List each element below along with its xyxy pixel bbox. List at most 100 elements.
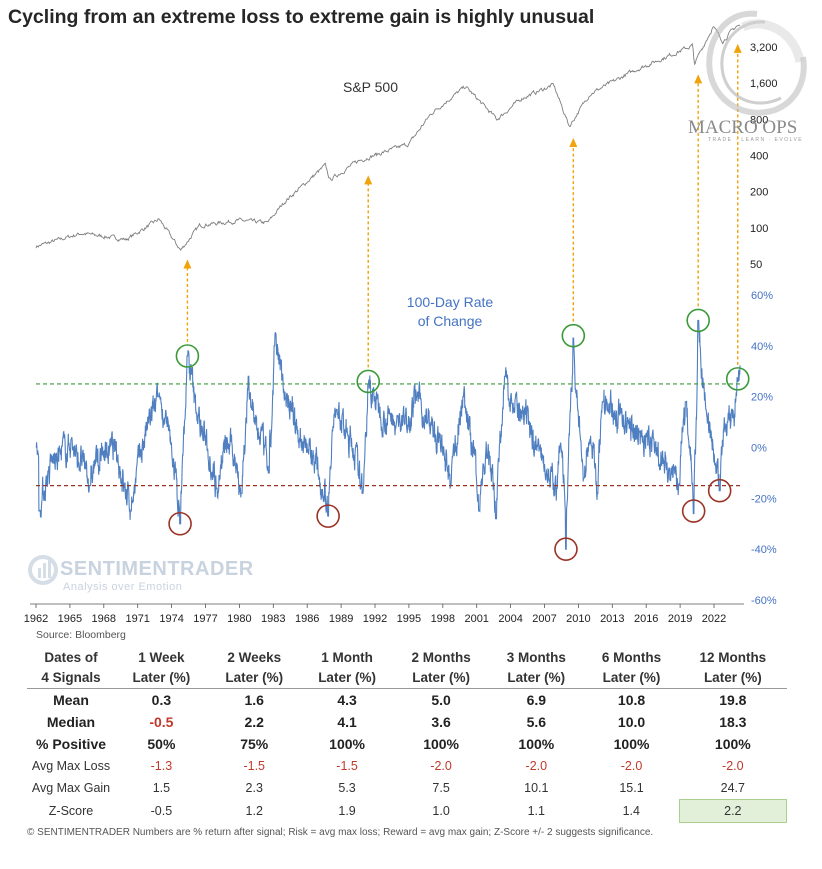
roc-y-tick-label: 0% [751, 443, 767, 455]
x-tick-label: 1989 [329, 613, 353, 625]
table-cell: 100% [423, 736, 459, 752]
x-tick-label: 2019 [668, 613, 692, 625]
table-cell: -1.3 [150, 759, 173, 773]
footer-note: © SENTIMENTRADER Numbers are % return af… [27, 827, 654, 838]
x-tick-label: 1971 [125, 613, 149, 625]
x-tick-label: 1998 [431, 613, 455, 625]
spx-y-tick-label: 1,600 [750, 78, 778, 90]
x-tick-label: 1977 [193, 613, 217, 625]
table-cell: 19.8 [719, 692, 747, 708]
table-header-row: Dates of 1 Week 2 Weeks 1 Month 2 Months… [27, 648, 787, 668]
table-cell: -2.0 [620, 759, 643, 773]
table-cell: 4.1 [337, 714, 357, 730]
table-cell: 10.0 [617, 714, 646, 730]
table-cell: 1.1 [527, 804, 545, 818]
x-tick-label: 2001 [464, 613, 488, 625]
table-cell: -0.5 [150, 804, 173, 818]
signal-arrow-head-icon [733, 43, 742, 53]
table-cell: -1.5 [243, 759, 266, 773]
table-cell: 2.3 [245, 781, 263, 796]
table-cell: -2.0 [722, 759, 744, 773]
table-cell: -1.5 [336, 759, 358, 773]
extreme-gain-circle [356, 369, 381, 394]
table-cell: 100% [329, 736, 365, 752]
table-cell: 1.5 [152, 781, 171, 796]
x-tick-label: 1983 [261, 613, 285, 625]
roc-y-tick-label: 60% [751, 290, 773, 302]
table-cell: 3.6 [431, 714, 451, 730]
table-row: Median -0.5 2.2 4.1 3.6 5.6 10.0 18.3 [27, 711, 787, 733]
extreme-loss-circle [168, 511, 192, 536]
table-header-cell: Dates of [44, 650, 98, 665]
table-cell: 50% [147, 736, 176, 752]
x-tick-label: 1965 [58, 613, 82, 625]
table-header-cell: 3 Months [506, 650, 566, 665]
table-header-cell: 12 Months [699, 650, 767, 665]
table-cell: 18.3 [719, 714, 747, 730]
extreme-gain-circle [725, 367, 750, 391]
table-row: % Positive 50% 75% 100% 100% 100% 100% 1… [27, 733, 787, 755]
table-header-cell: Later (%) [115, 668, 208, 689]
extreme-loss-circle [707, 478, 732, 503]
roc-series-line [35, 319, 741, 550]
row-label: % Positive [35, 736, 107, 752]
row-label: Avg Max Loss [31, 759, 111, 773]
table-cell: 5.3 [338, 781, 356, 796]
roc-y-tick-label: 20% [751, 392, 773, 404]
roc-y-tick-label: -40% [751, 544, 777, 556]
x-tick-label: 2007 [532, 613, 556, 625]
table-cell: -2.0 [525, 759, 548, 773]
table-cell: 1.2 [245, 804, 263, 818]
table-cell: 10.8 [617, 692, 646, 708]
table-row: Avg Max Gain 1.5 2.3 5.3 7.5 10.1 15.1 2… [27, 777, 787, 800]
table-row: Mean 0.3 1.6 4.3 5.0 6.9 10.8 19.8 [27, 689, 787, 712]
table-header-cell: Later (%) [393, 668, 489, 689]
table-header-cell: Later (%) [300, 668, 394, 689]
extreme-gain-circle [175, 344, 200, 368]
extreme-loss-circle [554, 537, 578, 561]
x-tick-label: 1986 [295, 613, 319, 625]
spx-y-tick-label: 100 [750, 223, 768, 235]
signal-arrow-head-icon [364, 175, 373, 185]
macro-ops-logo-icon [706, 10, 807, 116]
spx-y-tick-label: 400 [750, 151, 768, 163]
table-row: Avg Max Loss -1.3 -1.5 -1.5 -2.0 -2.0 -2… [27, 755, 787, 777]
table-cell: 10.1 [524, 781, 549, 796]
x-tick-label: 1974 [159, 613, 183, 625]
roc-series-label: of Change [418, 313, 483, 329]
x-tick-label: 2016 [634, 613, 658, 625]
table-cell: 1.9 [338, 804, 356, 818]
spx-y-tick-label: 800 [750, 114, 768, 126]
table-cell: 0.3 [151, 692, 172, 708]
source-note: Source: Bloomberg [36, 629, 126, 641]
x-tick-label: 2004 [498, 613, 522, 625]
signal-arrow-head-icon [569, 138, 578, 148]
table-header-cell: Later (%) [679, 668, 787, 689]
table-cell: 4.3 [337, 692, 357, 708]
table-cell: 100% [613, 736, 650, 752]
spx-series-line [35, 24, 741, 251]
table-cell: 2.2 [244, 714, 264, 730]
table-cell: 100% [714, 736, 751, 752]
table-cell: 5.6 [526, 714, 547, 730]
table-cell-highlighted: 2.2 [678, 799, 788, 823]
table-cell: 7.5 [432, 781, 450, 796]
x-tick-label: 1995 [397, 613, 421, 625]
table-cell: -2.0 [430, 759, 452, 773]
macro-ops-logo-subtext: TRADE · LEARN · EVOLVE [708, 137, 804, 143]
roc-series-label: 100-Day Rate [407, 294, 494, 310]
row-label: Avg Max Gain [31, 781, 111, 796]
table-row: Z-Score -0.5 1.2 1.9 1.0 1.1 1.4 2.2 [27, 799, 788, 823]
x-tick-label: 2010 [566, 613, 590, 625]
x-tick-label: 1980 [227, 613, 251, 625]
table-header-cell: Later (%) [583, 668, 680, 689]
watermark-main-text: SENTIMENTRADER [60, 558, 254, 580]
table-cell: 100% [518, 736, 555, 752]
table-header-cell: 1 Week [138, 650, 185, 665]
table-header-cell: 6 Months [601, 650, 662, 665]
table-header-cell: 2 Weeks [227, 650, 282, 665]
spx-y-tick-label: 200 [750, 187, 768, 199]
table-cell: -0.5 [149, 714, 174, 730]
x-tick-label: 1992 [363, 613, 387, 625]
table-header-cell: 4 Signals [27, 668, 115, 689]
